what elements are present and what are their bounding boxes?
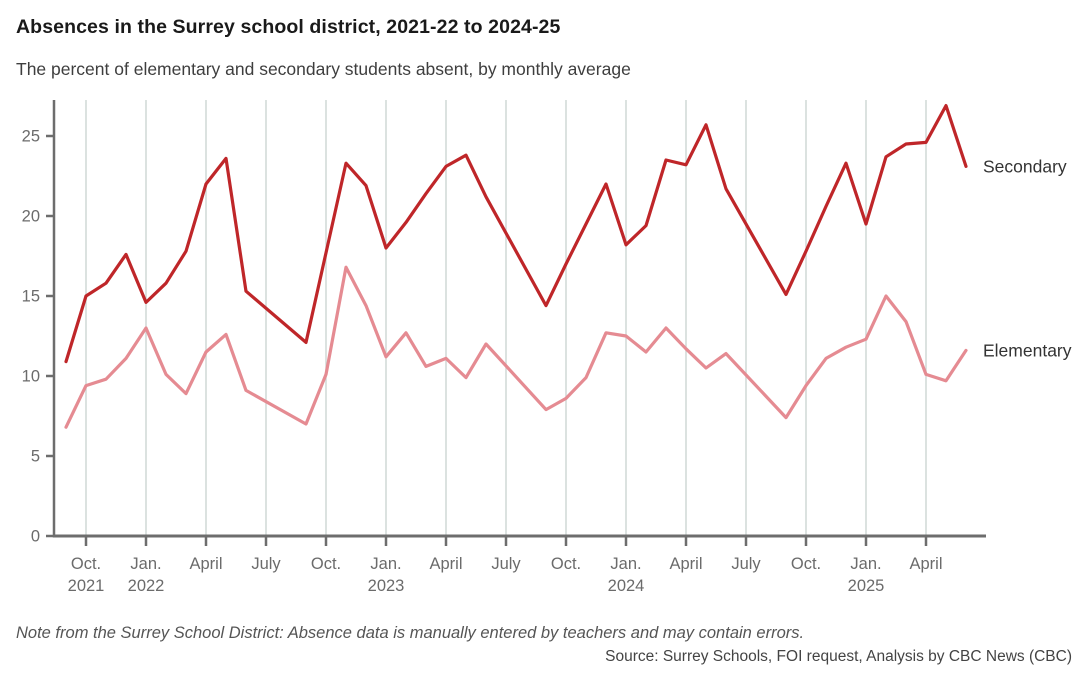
x-tick-label: April <box>909 555 942 573</box>
x-tick-year-label: 2021 <box>68 577 105 595</box>
x-tick-label: Jan. <box>850 555 881 573</box>
page-title: Absences in the Surrey school district, … <box>16 16 561 38</box>
y-tick-label: 5 <box>31 448 40 466</box>
x-tick-label: Jan. <box>130 555 161 573</box>
x-tick-label: July <box>491 555 521 573</box>
x-tick-label: July <box>731 555 761 573</box>
elementary-line <box>64 265 968 429</box>
y-tick-label: 20 <box>22 208 40 226</box>
x-tick-label: April <box>189 555 222 573</box>
x-tick-year-label: 2025 <box>848 577 885 595</box>
y-tick-label: 0 <box>31 528 40 546</box>
y-tick-label: 25 <box>22 128 40 146</box>
x-tick-year-label: 2022 <box>128 577 165 595</box>
x-tick-label: July <box>251 555 281 573</box>
chart-subtitle: The percent of elementary and secondary … <box>16 59 631 79</box>
y-tick-label: 10 <box>22 368 40 386</box>
x-tick-label: Oct. <box>71 555 101 573</box>
x-tick-label: Oct. <box>311 555 341 573</box>
x-tick-label: April <box>429 555 462 573</box>
x-tick-label: April <box>669 555 702 573</box>
x-tick-label: Oct. <box>551 555 581 573</box>
x-tick-label: Oct. <box>791 555 821 573</box>
x-tick-label: Jan. <box>610 555 641 573</box>
y-tick-label: 15 <box>22 288 40 306</box>
district-note: Note from the Surrey School District: Ab… <box>16 624 805 642</box>
x-tick-year-label: 2024 <box>608 577 645 595</box>
x-tick-year-label: 2023 <box>368 577 405 595</box>
source-credit: Source: Surrey Schools, FOI request, Ana… <box>605 648 1072 665</box>
secondary-line <box>64 103 968 364</box>
x-tick-label: Jan. <box>370 555 401 573</box>
series-label-elementary: Elementary <box>983 340 1072 360</box>
series-label-secondary: Secondary <box>983 156 1067 176</box>
